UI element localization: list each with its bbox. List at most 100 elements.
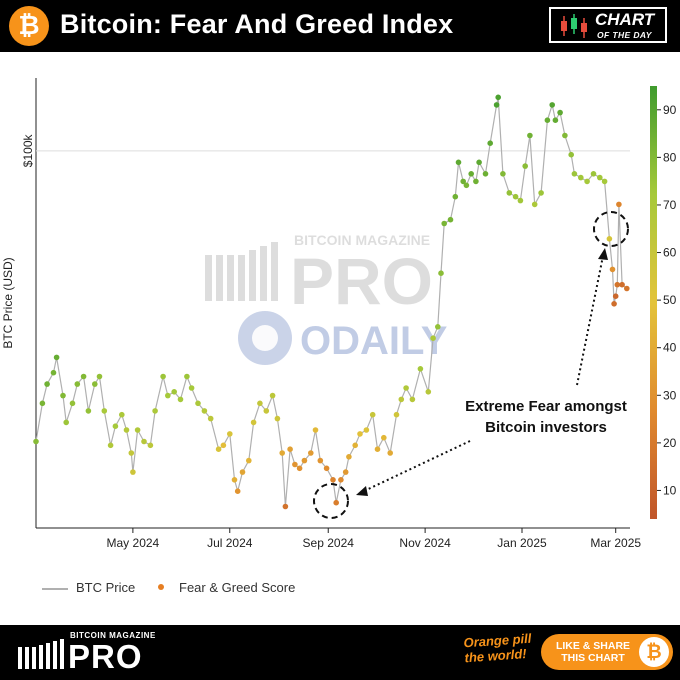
fear-greed-point <box>495 94 502 101</box>
badge-sub-label: OF THE DAY <box>597 30 652 40</box>
fear-greed-point <box>500 171 506 177</box>
fear-greed-point <box>452 193 459 200</box>
bitcoin-coin-icon: ₿ <box>639 637 669 667</box>
fear-greed-point <box>80 373 87 380</box>
y-axis-label: BTC Price (USD) <box>1 257 15 348</box>
fear-greed-point <box>130 469 136 475</box>
colorbar <box>650 86 657 519</box>
fear-greed-point <box>165 392 171 399</box>
like-share-button[interactable]: LIKE & SHARE THIS CHART ₿ <box>541 634 673 670</box>
fear-greed-point <box>274 415 281 422</box>
fear-greed-point <box>53 354 60 361</box>
fear-greed-point <box>63 419 69 426</box>
odaily-logo-icon <box>238 311 292 365</box>
annotation-circle-sept <box>313 483 349 519</box>
fear-greed-point <box>538 190 544 196</box>
annotation-arrow-right <box>576 255 604 386</box>
page-title: Bitcoin: Fear And Greed Index <box>60 9 454 39</box>
fear-greed-point <box>393 411 400 418</box>
fear-greed-point <box>201 408 208 414</box>
fear-greed-point <box>624 285 630 292</box>
watermark-odaily: ODAILY <box>238 311 448 365</box>
x-tick-label: Jan 2025 <box>497 536 547 550</box>
bitcoin-logo-icon: ₿ <box>9 6 49 46</box>
fear-greed-point <box>430 335 436 342</box>
fear-greed-point <box>234 488 241 495</box>
fear-greed-point <box>69 400 76 407</box>
fear-greed-point <box>152 408 158 414</box>
fear-greed-point <box>123 427 130 433</box>
fear-greed-point <box>493 102 500 108</box>
fear-greed-point <box>357 431 363 437</box>
fear-greed-point <box>403 385 409 391</box>
fear-greed-point <box>476 159 482 166</box>
annotation-arrowhead-left <box>356 486 368 496</box>
fear-greed-point <box>33 438 39 445</box>
legend-score-swatch <box>158 584 164 590</box>
like-share-line1: LIKE & SHARE <box>555 640 631 652</box>
fear-greed-point <box>269 392 276 399</box>
fear-greed-point <box>438 270 444 276</box>
fear-greed-point <box>463 182 470 189</box>
fear-greed-point <box>282 503 289 510</box>
x-tick-label: Nov 2024 <box>399 536 451 550</box>
fear-greed-point <box>312 427 319 433</box>
fear-greed-point <box>50 369 57 376</box>
badge-chart-label: CHART <box>595 10 655 29</box>
fear-greed-point <box>246 457 252 464</box>
colorbar-tick-label: 80 <box>663 150 677 164</box>
fear-greed-point <box>557 109 563 116</box>
y-tick-label: $100k <box>21 133 35 167</box>
fear-greed-point <box>301 457 308 464</box>
fear-greed-point <box>417 366 424 372</box>
fear-greed-point <box>346 454 352 460</box>
fear-greed-point <box>220 442 227 449</box>
footer-tagline-line2: the world! <box>464 646 528 666</box>
colorbar-tick-label: 60 <box>663 246 677 260</box>
colorbar-tick-label: 20 <box>663 436 677 450</box>
annotation-circle-mar <box>593 211 629 247</box>
fear-greed-point <box>257 400 263 407</box>
fear-greed-point <box>398 396 405 403</box>
footer-brand-top: BITCOIN MAGAZINE <box>70 631 156 640</box>
fear-greed-point <box>568 151 574 158</box>
colorbar-tick-label: 30 <box>663 388 677 402</box>
fear-greed-point <box>512 193 519 200</box>
colorbar-tick-label: 70 <box>663 198 677 212</box>
fear-greed-point <box>141 438 147 445</box>
fear-greed-point <box>287 446 293 453</box>
legend-price-swatch <box>42 588 68 590</box>
fear-greed-point <box>96 373 103 380</box>
fear-greed-point <box>597 174 603 181</box>
fear-greed-point <box>611 301 617 307</box>
fear-greed-point <box>250 419 257 426</box>
fear-greed-point <box>460 178 467 185</box>
fear-greed-point <box>323 465 330 472</box>
fear-greed-point <box>527 132 533 139</box>
fear-greed-point <box>616 201 622 208</box>
fear-greed-point <box>134 427 141 433</box>
fear-greed-point <box>578 174 584 181</box>
fear-greed-point <box>101 408 108 414</box>
fear-greed-point <box>609 266 616 273</box>
fear-greed-point <box>409 396 416 403</box>
candlestick-icon <box>561 14 587 38</box>
fear-greed-point <box>468 171 475 177</box>
fear-greed-point <box>447 216 454 223</box>
fear-greed-point <box>239 469 246 475</box>
fear-greed-point <box>606 236 613 242</box>
fear-greed-point <box>425 389 432 395</box>
fear-greed-point <box>584 178 590 185</box>
like-share-line2: THIS CHART <box>561 652 625 664</box>
colorbar-tick-label: 40 <box>663 341 677 355</box>
fear-greed-point <box>60 392 66 399</box>
fear-greed-point <box>160 373 166 380</box>
x-tick-label: Jul 2024 <box>207 536 253 550</box>
fear-greed-point <box>207 415 214 422</box>
brand-bars-icon <box>18 639 64 669</box>
fear-greed-point <box>614 281 621 288</box>
watermark-pro-top: BITCOIN MAGAZINE <box>294 232 430 248</box>
fear-greed-point <box>435 324 441 330</box>
annotation-text-line2: Bitcoin investors <box>485 419 607 436</box>
fear-greed-point <box>107 442 114 449</box>
